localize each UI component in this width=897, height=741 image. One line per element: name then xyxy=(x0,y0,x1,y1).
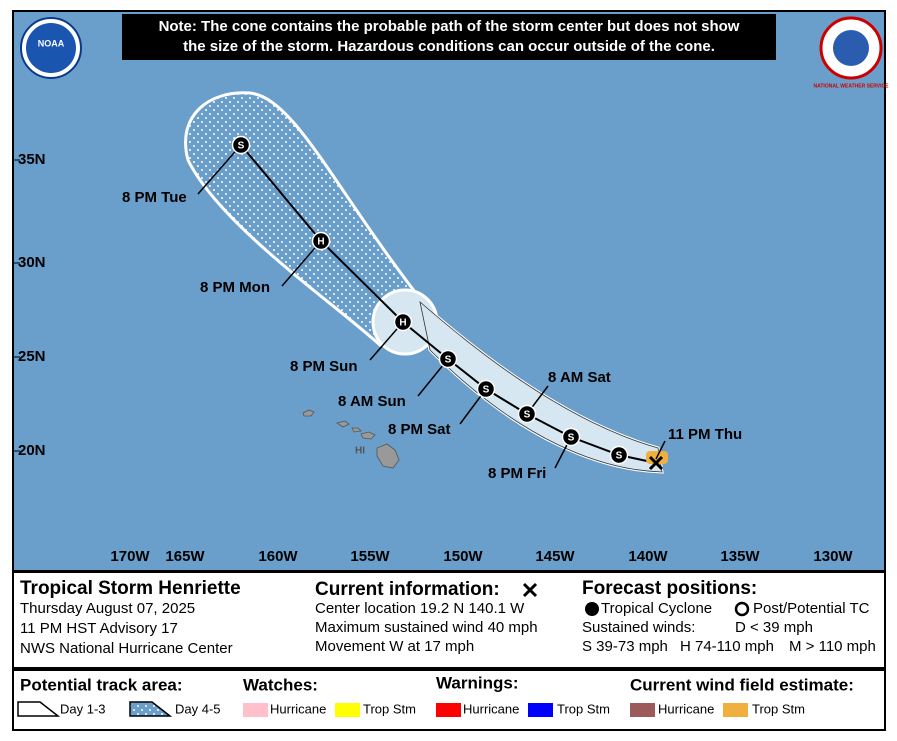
legend-title: Watches: xyxy=(243,675,318,694)
lon-label: 155W xyxy=(350,548,390,565)
tc-symbol xyxy=(585,602,599,616)
day45-swatch xyxy=(129,701,173,717)
map-background xyxy=(12,10,886,572)
lat-label: 35N xyxy=(18,151,46,168)
legend-text: Trop Stm xyxy=(363,701,416,716)
forecast-text: Tropical Cyclone xyxy=(601,600,712,617)
lon-label: 130W xyxy=(813,548,853,565)
lon-label: 165W xyxy=(165,548,205,565)
track-point xyxy=(231,135,251,155)
hawaii-islands xyxy=(302,409,400,469)
legend-text: Hurricane xyxy=(463,701,519,716)
day13-swatch xyxy=(17,701,61,717)
leader-line xyxy=(197,144,242,195)
noaa-logo-text: NOAA xyxy=(38,38,65,48)
legend-text: Hurricane xyxy=(658,701,714,716)
legend-text: Trop Stm xyxy=(752,701,805,716)
forecast-title: Forecast positions: xyxy=(582,578,757,599)
lat-label: 30N xyxy=(18,254,46,271)
track-point xyxy=(476,379,496,399)
track-point xyxy=(311,231,331,251)
leader-line xyxy=(281,240,322,287)
swatch xyxy=(723,703,748,717)
point-symbol: S xyxy=(445,355,452,366)
track-point xyxy=(609,445,629,465)
storm-title: Tropical Storm Henriette xyxy=(20,578,241,599)
swatch xyxy=(630,703,655,717)
point-label: 8 PM Tue xyxy=(122,189,187,206)
swatch xyxy=(436,703,461,717)
point-label: 8 PM Sun xyxy=(290,358,358,375)
point-symbol: H xyxy=(317,237,324,248)
point-symbol: S xyxy=(616,451,623,462)
track-point xyxy=(517,404,537,424)
lon-label: 160W xyxy=(258,548,298,565)
day45-area xyxy=(184,91,428,348)
forecast-text: Post/Potential TC xyxy=(753,600,870,617)
point-symbol: S xyxy=(483,385,490,396)
legend-text: Day 4-5 xyxy=(175,701,221,716)
track-point xyxy=(561,427,581,447)
lon-label: 150W xyxy=(443,548,483,565)
forecast-text: H 74-110 mph xyxy=(680,638,774,655)
track-point xyxy=(438,349,458,369)
current-line: Movement W at 17 mph xyxy=(315,638,474,655)
point-symbol: H xyxy=(399,318,406,329)
legend-text: Hurricane xyxy=(270,701,326,716)
point-label: 8 PM Mon xyxy=(200,279,270,296)
lon-label: 140W xyxy=(628,548,668,565)
point-label: 11 PM Thu xyxy=(668,426,742,443)
swatch xyxy=(528,703,553,717)
lon-label: 170W xyxy=(110,548,150,565)
point-symbol: S xyxy=(568,433,575,444)
current-symbol xyxy=(522,582,538,598)
forecast-text: M > 110 mph xyxy=(789,638,876,655)
current-line: Maximum sustained wind 40 mph xyxy=(315,619,538,636)
storm-line: 11 PM HST Advisory 17 xyxy=(20,620,178,637)
swatch xyxy=(335,703,360,717)
noaa-logo-inner xyxy=(26,23,76,73)
legend-title: Current wind field estimate: xyxy=(630,675,854,694)
forecast-text: S 39-73 mph xyxy=(582,638,668,655)
point-label: 8 PM Fri xyxy=(488,465,546,482)
forecast-text: Sustained winds: xyxy=(582,619,695,636)
current-title: Current information: xyxy=(315,579,500,600)
note-box xyxy=(122,14,776,60)
lon-label: 145W xyxy=(535,548,575,565)
nws-logo-inner xyxy=(833,30,869,66)
storm-line: Thursday August 07, 2025 xyxy=(20,600,195,617)
lon-label: 135W xyxy=(720,548,760,565)
info-panel xyxy=(12,571,886,669)
legend-panel xyxy=(12,669,886,731)
track-point xyxy=(393,312,413,332)
note-line: the size of the storm. Hazardous conditi… xyxy=(183,38,715,55)
forecast-text: D < 39 mph xyxy=(735,619,813,636)
legend-text: Day 1-3 xyxy=(60,701,106,716)
lat-label: 25N xyxy=(18,348,46,365)
note-line: Note: The cone contains the probable pat… xyxy=(159,18,740,35)
point-label: 8 PM Sat xyxy=(388,421,451,438)
current-position xyxy=(648,455,664,471)
point-symbol: S xyxy=(238,141,245,152)
current-line: Center location 19.2 N 140.1 W xyxy=(315,600,525,617)
lat-label: 20N xyxy=(18,442,46,459)
nws-logo-text: NATIONAL WEATHER SERVICE xyxy=(814,83,890,89)
storm-line: NWS National Hurricane Center xyxy=(20,640,233,657)
region-label: HI xyxy=(355,446,365,457)
point-label: 8 AM Sun xyxy=(338,393,406,410)
legend-text: Trop Stm xyxy=(557,701,610,716)
swatch xyxy=(243,703,268,717)
legend-title: Potential track area: xyxy=(20,675,183,694)
leader-line xyxy=(655,440,666,460)
post-symbol xyxy=(734,601,750,617)
point-label: 8 AM Sat xyxy=(548,369,611,386)
point-symbol: S xyxy=(524,410,531,421)
legend-title: Warnings: xyxy=(436,673,518,692)
